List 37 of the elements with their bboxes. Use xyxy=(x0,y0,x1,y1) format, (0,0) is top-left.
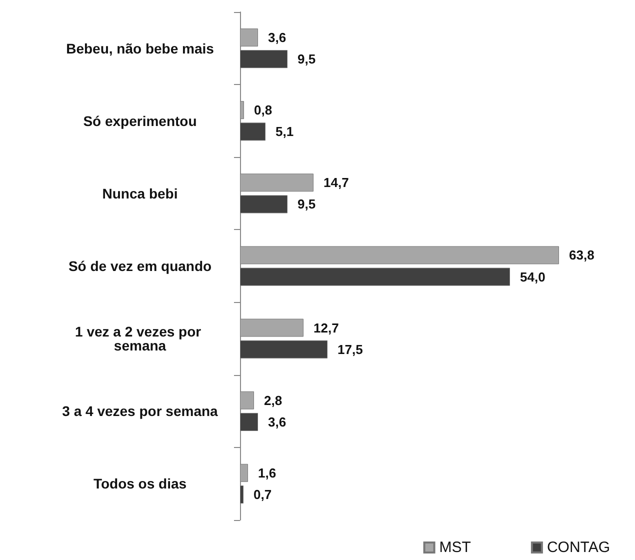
y-tick-label: Todos os dias xyxy=(93,476,187,492)
data-label: 2,8 xyxy=(264,392,282,408)
data-label: 9,5 xyxy=(298,52,316,67)
data-label: 0,7 xyxy=(254,487,272,502)
data-label: 63,8 xyxy=(569,248,594,263)
bar xyxy=(240,486,244,504)
data-label: 9,5 xyxy=(298,196,316,212)
data-label: 14,7 xyxy=(324,175,349,190)
y-tick-label: Nunca bebi xyxy=(102,185,178,202)
bar xyxy=(240,246,559,264)
data-label: 54,0 xyxy=(520,269,546,284)
data-label: 0,8 xyxy=(254,102,272,118)
bar xyxy=(240,195,288,214)
bar xyxy=(240,268,510,286)
bar xyxy=(240,50,288,68)
bar xyxy=(240,464,248,482)
bar xyxy=(240,122,266,141)
data-label: 12,7 xyxy=(314,320,339,336)
y-tick-label: 1 vez a 2 vezes por semana xyxy=(75,324,205,354)
y-tick-label: Só de vez em quando xyxy=(68,258,212,274)
bar xyxy=(240,318,304,337)
bar xyxy=(240,391,254,410)
bar xyxy=(240,340,328,358)
y-tick-label: Só experimentou xyxy=(83,112,197,129)
bar xyxy=(240,174,314,192)
data-label: 5,1 xyxy=(276,124,294,140)
data-label: 3,6 xyxy=(268,30,286,45)
bar xyxy=(240,412,258,431)
data-label: 1,6 xyxy=(258,465,276,480)
data-label: 3,6 xyxy=(268,414,286,430)
legend-label: MST xyxy=(439,539,471,556)
y-tick-label: 3 a 4 vezes por semana xyxy=(62,403,218,420)
bar xyxy=(240,28,258,46)
legend-label: CONTAG xyxy=(546,539,610,556)
data-label: 17,5 xyxy=(338,342,363,357)
y-tick-label: Bebeu, não bebe mais xyxy=(66,40,214,56)
bar xyxy=(240,101,244,120)
